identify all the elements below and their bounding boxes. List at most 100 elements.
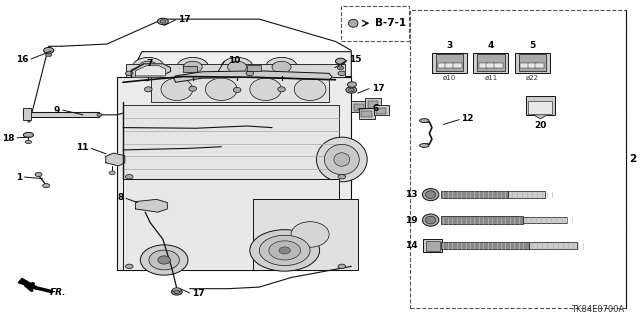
Ellipse shape	[177, 57, 209, 77]
Bar	[494, 63, 503, 68]
Bar	[368, 101, 378, 108]
Text: 15: 15	[349, 56, 362, 64]
Ellipse shape	[250, 230, 319, 271]
Ellipse shape	[316, 137, 367, 182]
Text: 18: 18	[2, 134, 15, 143]
Polygon shape	[136, 199, 167, 212]
Bar	[441, 191, 508, 198]
Ellipse shape	[279, 247, 291, 254]
Bar	[351, 101, 367, 112]
Ellipse shape	[35, 172, 42, 177]
Bar	[486, 63, 495, 68]
Bar	[423, 239, 442, 252]
Ellipse shape	[348, 82, 356, 87]
Ellipse shape	[221, 57, 253, 77]
Ellipse shape	[132, 57, 164, 77]
Ellipse shape	[145, 87, 152, 92]
Polygon shape	[129, 52, 351, 77]
Ellipse shape	[25, 140, 31, 144]
Bar	[535, 63, 544, 68]
Text: 8: 8	[117, 193, 124, 202]
Polygon shape	[136, 66, 165, 76]
Text: TK84E0700A: TK84E0700A	[571, 305, 624, 314]
Text: 1: 1	[16, 173, 22, 182]
Text: 2: 2	[629, 154, 636, 165]
Ellipse shape	[157, 18, 168, 25]
Text: 14: 14	[405, 241, 418, 250]
Ellipse shape	[172, 289, 182, 295]
Text: B-7-1: B-7-1	[375, 18, 406, 28]
Ellipse shape	[43, 184, 50, 188]
Text: 3: 3	[447, 41, 452, 50]
Ellipse shape	[228, 61, 246, 73]
Ellipse shape	[422, 189, 439, 201]
Bar	[474, 53, 508, 73]
Ellipse shape	[183, 61, 202, 73]
Ellipse shape	[174, 290, 180, 293]
Ellipse shape	[250, 78, 282, 100]
Ellipse shape	[291, 222, 329, 247]
Bar	[515, 53, 550, 73]
Text: 13: 13	[406, 190, 418, 199]
Ellipse shape	[125, 174, 133, 179]
Bar	[508, 191, 545, 198]
Bar	[529, 101, 552, 114]
Ellipse shape	[294, 78, 326, 100]
Ellipse shape	[189, 86, 196, 91]
Text: 17: 17	[178, 15, 191, 24]
Ellipse shape	[160, 20, 166, 23]
Ellipse shape	[335, 58, 346, 64]
Ellipse shape	[266, 57, 298, 77]
Polygon shape	[533, 115, 547, 119]
Bar	[123, 105, 339, 179]
Ellipse shape	[278, 87, 285, 92]
Text: 17: 17	[192, 289, 205, 298]
Bar	[445, 63, 454, 68]
Text: 9: 9	[53, 106, 60, 115]
Ellipse shape	[338, 174, 346, 179]
Bar	[526, 96, 555, 115]
Ellipse shape	[259, 235, 310, 265]
Text: FR.: FR.	[50, 288, 67, 297]
Polygon shape	[131, 64, 170, 77]
Ellipse shape	[426, 191, 436, 198]
Ellipse shape	[337, 66, 344, 70]
Polygon shape	[19, 278, 38, 290]
Bar	[340, 6, 409, 41]
Ellipse shape	[172, 288, 181, 293]
Ellipse shape	[97, 113, 102, 116]
Bar	[365, 98, 381, 109]
Ellipse shape	[234, 87, 241, 93]
Ellipse shape	[420, 144, 429, 147]
Text: 6: 6	[373, 104, 379, 113]
Ellipse shape	[272, 61, 291, 73]
Ellipse shape	[125, 71, 133, 76]
Ellipse shape	[324, 144, 359, 175]
Ellipse shape	[125, 264, 133, 269]
Bar	[479, 63, 488, 68]
Bar	[246, 65, 260, 71]
Polygon shape	[173, 71, 332, 82]
Text: ø11: ø11	[484, 75, 497, 81]
Ellipse shape	[338, 264, 346, 269]
Ellipse shape	[420, 119, 429, 122]
Text: 10: 10	[228, 56, 240, 65]
Text: 12: 12	[461, 115, 474, 123]
Text: 19: 19	[405, 216, 418, 225]
Ellipse shape	[109, 171, 115, 175]
Ellipse shape	[348, 19, 358, 27]
Ellipse shape	[338, 71, 346, 76]
Ellipse shape	[140, 245, 188, 275]
Ellipse shape	[426, 216, 436, 224]
Ellipse shape	[158, 256, 170, 264]
Text: ø10: ø10	[443, 75, 456, 81]
Text: 11: 11	[76, 143, 89, 152]
Text: 16: 16	[16, 56, 28, 64]
Bar	[438, 63, 447, 68]
Bar	[126, 64, 345, 77]
Ellipse shape	[346, 87, 356, 93]
Bar	[183, 66, 197, 72]
Bar	[376, 108, 386, 114]
Bar	[432, 53, 467, 73]
Bar	[518, 54, 546, 71]
